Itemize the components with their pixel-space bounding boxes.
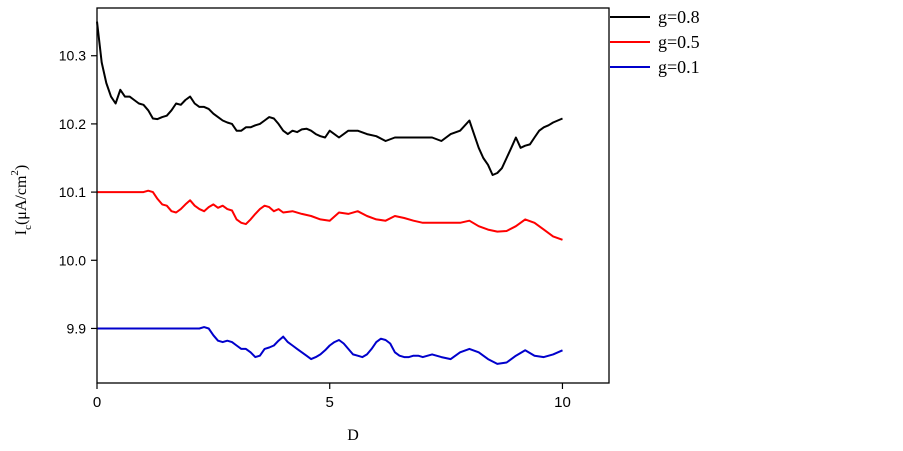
axes: 0 5 10 9.9 10.0 10.1 10.2 10.3 xyxy=(59,48,571,411)
x-axis-label: D xyxy=(347,427,359,444)
y-tick-label: 10.3 xyxy=(59,48,86,64)
series-line-3 xyxy=(97,326,563,365)
x-tick-label: 0 xyxy=(93,394,101,411)
x-tick-label: 5 xyxy=(326,394,334,411)
series-line-2 xyxy=(97,189,563,241)
y-tick-label: 10.2 xyxy=(59,116,86,132)
series-lines xyxy=(96,21,563,365)
plot-frame xyxy=(96,7,610,384)
y-axis-label: Ic(μA/cm2) xyxy=(9,165,34,236)
series-line-1 xyxy=(96,21,563,176)
x-tick-label: 10 xyxy=(554,394,571,411)
y-tick-label: 9.9 xyxy=(67,320,87,336)
y-tick-label: 10.0 xyxy=(59,252,86,268)
legend-label: g=0.1 xyxy=(658,57,700,77)
legend-label: g=0.8 xyxy=(658,7,700,27)
legend-label: g=0.5 xyxy=(658,32,700,52)
y-tick-label: 10.1 xyxy=(59,184,86,200)
legend: g=0.8 g=0.5 g=0.1 xyxy=(610,7,700,77)
